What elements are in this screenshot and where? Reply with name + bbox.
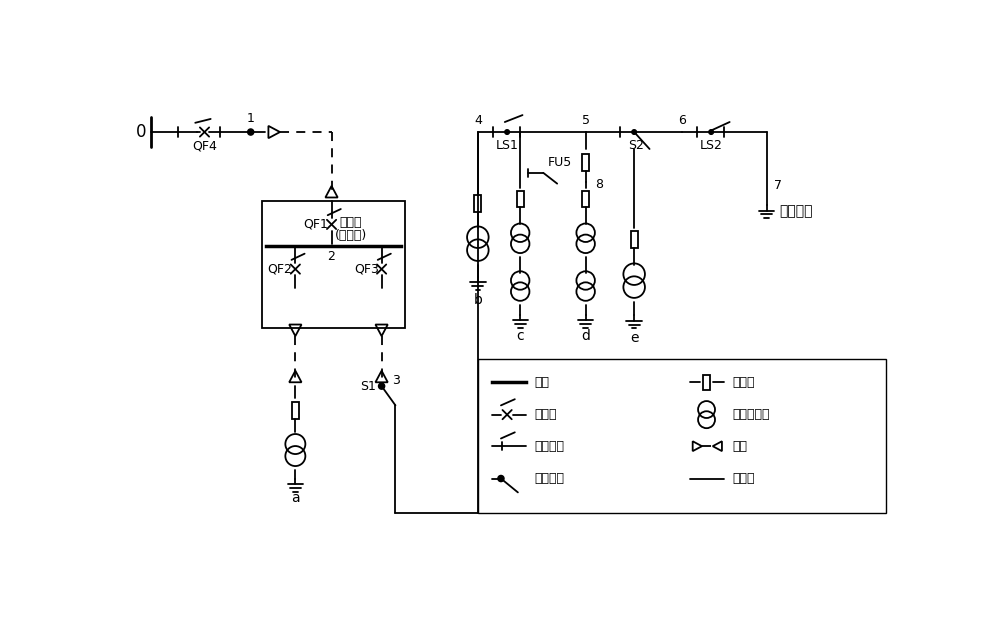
Circle shape [498, 475, 504, 482]
Bar [478, 359, 886, 513]
Text: LS2: LS2 [700, 139, 723, 152]
Text: 1: 1 [247, 113, 255, 126]
Bar [262, 201, 405, 329]
Text: QF3: QF3 [354, 262, 379, 275]
Circle shape [248, 129, 254, 135]
Text: 4: 4 [474, 114, 482, 127]
Text: 0: 0 [136, 123, 147, 141]
Text: S1: S1 [360, 379, 376, 392]
Text: a: a [291, 491, 300, 504]
Text: 开闭所: 开闭所 [339, 217, 362, 230]
Text: 电缆: 电缆 [732, 439, 747, 452]
Text: 负荷开关: 负荷开关 [534, 472, 564, 485]
Text: 配电变压器: 配电变压器 [732, 408, 769, 421]
Text: 6: 6 [678, 114, 686, 127]
Text: 3: 3 [392, 374, 399, 387]
Text: QF1: QF1 [304, 218, 329, 231]
Circle shape [632, 130, 636, 134]
Bar [703, 374, 710, 390]
Bar [582, 154, 589, 171]
Bar [474, 195, 481, 212]
Text: (环网柜): (环网柜) [334, 228, 367, 241]
Text: FU5: FU5 [548, 157, 572, 170]
Text: c: c [516, 329, 524, 343]
Text: 5: 5 [582, 114, 590, 127]
Text: 隔离开关: 隔离开关 [534, 439, 564, 452]
Text: 7: 7 [774, 180, 782, 193]
Circle shape [379, 383, 385, 389]
Text: QF2: QF2 [268, 262, 292, 275]
Text: S2: S2 [628, 139, 644, 152]
Text: 备用电源: 备用电源 [779, 204, 813, 219]
Text: d: d [581, 329, 590, 343]
Text: 断路器: 断路器 [534, 408, 557, 421]
Text: LS1: LS1 [496, 139, 519, 152]
Circle shape [505, 130, 509, 134]
Text: b: b [473, 293, 482, 307]
Text: 架空线: 架空线 [732, 472, 754, 485]
Text: 8: 8 [595, 178, 603, 191]
Bar [582, 191, 589, 207]
Bar [292, 402, 299, 419]
Text: e: e [630, 331, 638, 345]
Bar [631, 232, 638, 248]
Text: 2: 2 [328, 250, 335, 263]
Circle shape [709, 130, 713, 134]
Text: 燕断器: 燕断器 [732, 376, 754, 389]
Text: QF4: QF4 [192, 139, 217, 152]
Bar [517, 191, 524, 207]
Text: 母线: 母线 [534, 376, 549, 389]
